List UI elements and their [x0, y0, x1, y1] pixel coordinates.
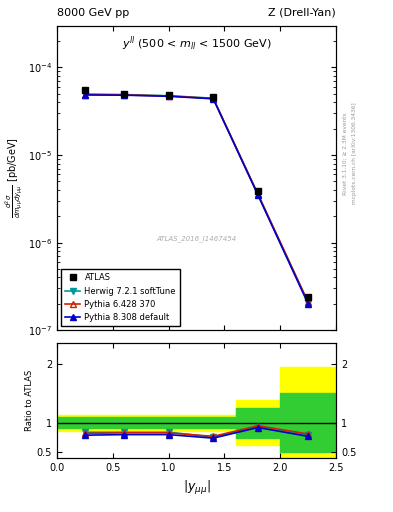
- ATLAS: [255, 188, 260, 194]
- Herwig 7.2.1 softTune: [306, 300, 310, 306]
- Pythia 6.428 370: [306, 299, 310, 305]
- Y-axis label: Ratio to ATLAS: Ratio to ATLAS: [25, 370, 34, 431]
- Text: 8000 GeV pp: 8000 GeV pp: [57, 8, 129, 18]
- Pythia 6.428 370: [166, 93, 171, 99]
- Herwig 7.2.1 softTune: [121, 92, 126, 98]
- Pythia 8.308 default: [166, 93, 171, 99]
- Pythia 6.428 370: [121, 92, 126, 98]
- Pythia 8.308 default: [83, 92, 87, 98]
- Pythia 6.428 370: [83, 92, 87, 98]
- Pythia 8.308 default: [306, 301, 310, 307]
- Legend: ATLAS, Herwig 7.2.1 softTune, Pythia 6.428 370, Pythia 8.308 default: ATLAS, Herwig 7.2.1 softTune, Pythia 6.4…: [61, 269, 180, 326]
- Text: ATLAS_2016_I1467454: ATLAS_2016_I1467454: [156, 236, 237, 242]
- Pythia 6.428 370: [211, 95, 216, 101]
- Pythia 8.308 default: [255, 192, 260, 198]
- Text: $y^{ll}$ (500 < $m_{ll}$ < 1500 GeV): $y^{ll}$ (500 < $m_{ll}$ < 1500 GeV): [122, 35, 271, 53]
- Pythia 6.428 370: [255, 191, 260, 197]
- Line: Pythia 6.428 370: Pythia 6.428 370: [82, 92, 311, 305]
- Text: Z (Drell-Yan): Z (Drell-Yan): [268, 8, 336, 18]
- ATLAS: [211, 94, 216, 100]
- ATLAS: [121, 91, 126, 97]
- Herwig 7.2.1 softTune: [166, 93, 171, 99]
- Text: mcplots.cern.ch [arXiv:1306.3436]: mcplots.cern.ch [arXiv:1306.3436]: [352, 103, 357, 204]
- Pythia 8.308 default: [211, 96, 216, 102]
- ATLAS: [306, 294, 310, 300]
- Line: ATLAS: ATLAS: [81, 87, 312, 301]
- ATLAS: [166, 92, 171, 98]
- ATLAS: [83, 87, 87, 93]
- Text: Rivet 3.1.10; ≥ 2.3M events: Rivet 3.1.10; ≥ 2.3M events: [343, 112, 348, 195]
- Y-axis label: $\frac{d^2\sigma}{dm_{\mu\mu} dy_{\mu\mu}}$ [pb/GeV]: $\frac{d^2\sigma}{dm_{\mu\mu} dy_{\mu\mu…: [3, 137, 25, 219]
- Herwig 7.2.1 softTune: [255, 191, 260, 198]
- Line: Pythia 8.308 default: Pythia 8.308 default: [82, 92, 311, 307]
- Line: Herwig 7.2.1 softTune: Herwig 7.2.1 softTune: [82, 91, 311, 306]
- Herwig 7.2.1 softTune: [83, 91, 87, 97]
- X-axis label: $|y_{\mu\mu}|$: $|y_{\mu\mu}|$: [183, 479, 210, 497]
- Herwig 7.2.1 softTune: [211, 95, 216, 101]
- Pythia 8.308 default: [121, 92, 126, 98]
